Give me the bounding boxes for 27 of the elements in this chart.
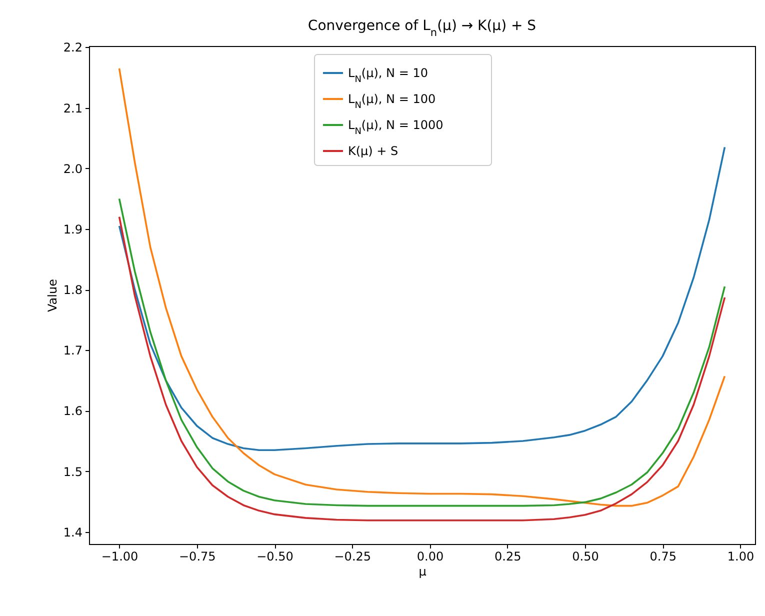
x-tick-label: −1.00: [101, 550, 138, 564]
x-tick-label: −0.25: [334, 550, 372, 564]
y-tick-label: 1.7: [63, 344, 82, 358]
x-tick-label: 0.50: [572, 550, 599, 564]
line-series: [118, 68, 726, 507]
x-tick-label: −0.50: [256, 550, 294, 564]
y-tick-label: 1.8: [63, 283, 82, 298]
y-axis-title: Value: [45, 279, 60, 312]
x-tick-label: −0.75: [179, 550, 216, 564]
y-tick-label: 1.9: [63, 222, 82, 236]
x-tick-label: 1.00: [727, 550, 754, 564]
legend-label: K(μ) + S: [348, 144, 398, 158]
y-tick-label: 1.4: [63, 525, 82, 540]
chart-title: Convergence of L$_{n}$(μ) → K(μ) + S: [308, 18, 536, 40]
x-tick-label: 0.00: [416, 550, 444, 564]
line-series: [118, 146, 726, 451]
legend-label: L$_{N}$(μ), N = 10: [348, 66, 428, 85]
x-tick-label: 0.25: [494, 550, 522, 564]
legend-label: L$_{N}$(μ), N = 100: [348, 92, 436, 111]
y-tick-label: 2.1: [63, 101, 82, 116]
y-tick-label: 2.2: [63, 40, 82, 55]
legend-label: L$_{N}$(μ), N = 1000: [348, 118, 444, 137]
y-tick-label: 1.6: [63, 404, 82, 418]
x-axis-title: μ: [418, 564, 427, 578]
y-tick-label: 1.5: [63, 464, 82, 479]
x-tick-label: 0.75: [650, 550, 676, 564]
y-tick-label: 2.0: [63, 162, 82, 176]
